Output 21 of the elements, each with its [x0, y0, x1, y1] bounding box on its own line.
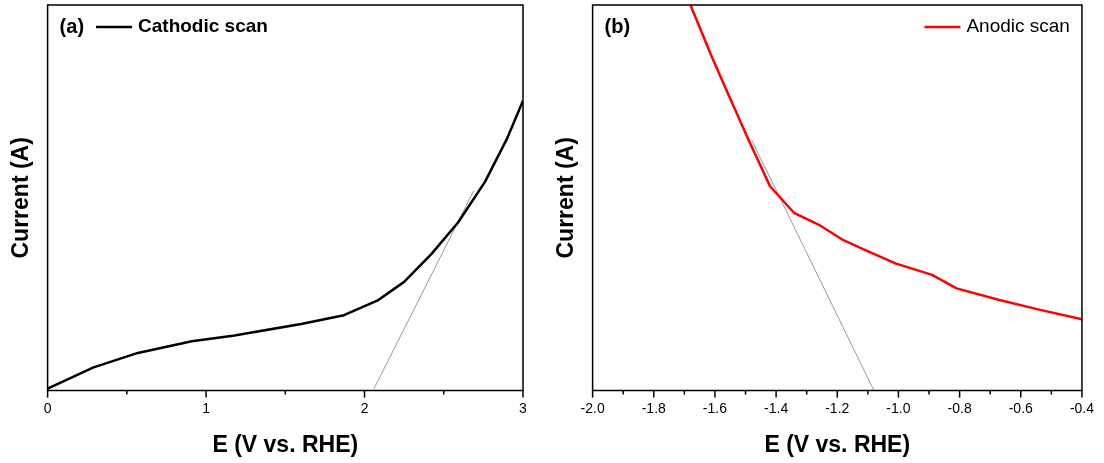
y-axis-title: Current (A)	[552, 137, 579, 259]
legend-label: Cathodic scan	[138, 15, 268, 37]
y-axis-title: Current (A)	[7, 137, 34, 259]
x-tick-label: -0.8	[947, 399, 972, 416]
x-tick-label: -1.8	[641, 399, 667, 416]
x-axis-title: E (V vs. RHE)	[764, 430, 911, 457]
x-tick-label: 2	[360, 399, 369, 416]
x-tick-label: 3	[519, 399, 528, 416]
x-tick-label: 1	[202, 399, 211, 416]
x-tick-label: -1.0	[886, 399, 911, 416]
text: (a)	[59, 14, 85, 37]
x-tick-label: 0	[43, 399, 52, 416]
x-tick-label: -2.0	[580, 399, 605, 416]
annotation: (b)	[604, 14, 631, 37]
x-tick-label: -1.2	[825, 399, 850, 416]
x-tick-label: -0.6	[1008, 399, 1034, 416]
legend-label: Anodic scan	[966, 15, 1070, 37]
x-tick-label: -0.4	[1069, 399, 1095, 416]
x-tick-label: -1.4	[764, 399, 789, 416]
x-tick-label: -1.6	[702, 399, 728, 416]
x-axis-title: E (V vs. RHE)	[212, 430, 359, 457]
